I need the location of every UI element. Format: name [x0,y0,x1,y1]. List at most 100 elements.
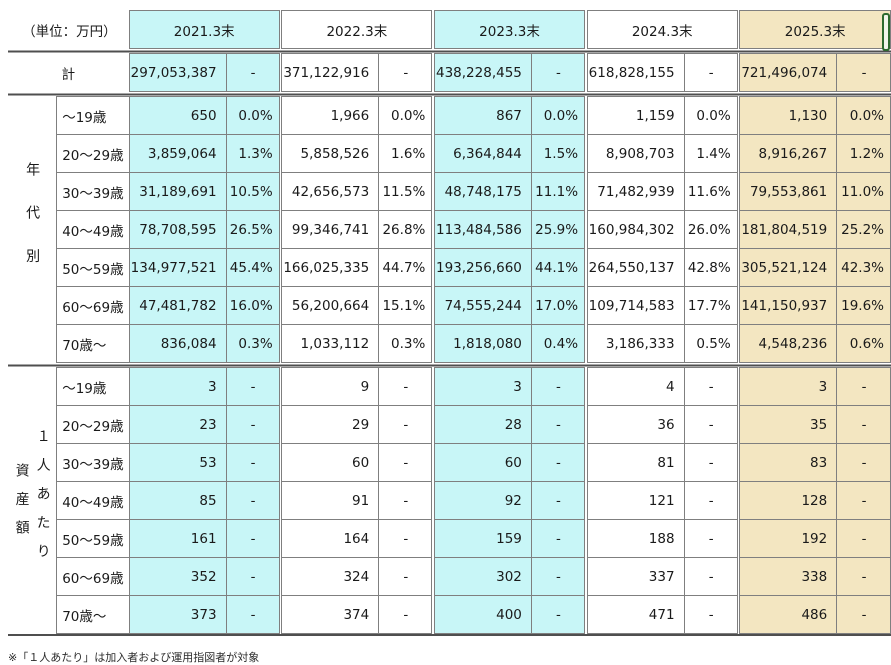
table-row: 70歳～ 373-374-400-471-486- [8,595,891,634]
table-row: １人あたり 資産額 ～19歳 3-9-3-4-3- [8,367,891,572]
percent-cell: 0.3% [378,324,433,363]
percent-cell: - [225,519,280,558]
percent-cell: 10.5% [225,172,280,211]
value-cell: 60 [434,443,532,482]
age-label: 20～29歳 [56,405,130,444]
age-label: ～19歳 [56,367,130,406]
page: （単位：万円） 2021.3末 2022.3末 2023.3末 2024.3末 … [0,10,891,664]
age-label: 50～59歳 [56,519,130,558]
percent-cell: - [836,367,891,406]
percent-cell: - [225,557,280,596]
value-cell: 373 [128,595,227,634]
value-cell: 161 [128,519,227,558]
percent-cell: 26.8% [378,210,433,249]
age-label: 70歳～ [56,595,130,634]
percent-cell: 1.4% [683,134,738,173]
percent-cell: - [836,53,891,92]
percent-cell: 19.6% [836,286,891,325]
value-cell: 305,521,124 [739,248,838,287]
percent-cell: - [530,481,586,520]
value-cell: 297,053,387 [128,53,227,92]
value-cell: 121 [586,481,685,520]
percent-cell: 44.1% [530,248,586,287]
value-cell: 141,150,937 [739,286,838,325]
value-cell: 8,908,703 [586,134,685,173]
table-row: 60～69歳 352-324-302-337-338- [8,557,891,596]
value-cell: 3 [128,367,227,406]
percent-cell: 11.0% [836,172,891,211]
scrollbar-thumb[interactable] [882,13,890,51]
percent-cell: 16.0% [225,286,280,325]
total-label: 計 [61,66,76,83]
percent-cell: - [378,405,433,444]
percent-cell: - [683,53,738,92]
percent-cell: 17.0% [530,286,586,325]
value-cell: 3,186,333 [586,324,685,363]
section-label-text: 年代別 [24,162,41,293]
percent-cell: - [378,443,433,482]
section-label-columns: １人あたり 資産額 [8,429,56,573]
percent-cell: - [836,595,891,634]
percent-cell: 26.5% [225,210,280,249]
percent-cell: - [683,557,738,596]
value-cell: 134,977,521 [128,248,227,287]
section-separator [8,362,891,368]
percent-cell: 1.3% [225,134,280,173]
value-cell: 71,482,939 [586,172,685,211]
value-cell: 337 [586,557,685,596]
section-label-text: 資産額 [13,463,30,550]
age-label: 60～69歳 [56,557,130,596]
age-label: 30～39歳 [56,443,130,482]
value-cell: 91 [281,481,380,520]
value-cell: 166,025,335 [281,248,380,287]
value-cell: 181,804,519 [739,210,838,249]
value-cell: 1,033,112 [281,324,380,363]
table-row: 40～49歳 78,708,595 26.5% 99,346,741 26.8% 113,… [8,210,891,249]
value-cell: 3 [739,367,838,406]
value-cell: 471 [586,595,685,634]
percent-cell: 0.5% [683,324,738,363]
percent-cell: 26.0% [683,210,738,249]
value-cell: 302 [434,557,532,596]
value-cell: 5,858,526 [281,134,380,173]
percent-cell: - [530,557,586,596]
age-label: 40～49歳 [56,210,130,249]
percent-cell: - [836,443,891,482]
percent-cell: - [836,481,891,520]
percent-cell: - [225,481,280,520]
percent-cell: - [530,443,586,482]
age-label: ～19歳 [56,96,130,135]
value-cell: 28 [434,405,532,444]
percent-cell: 15.1% [378,286,433,325]
value-cell: 128 [739,481,838,520]
value-cell: 36 [586,405,685,444]
value-cell: 836,084 [128,324,227,363]
value-cell: 1,966 [281,96,380,135]
table-row: 年代別 ～19歳 650 0.0% 1,966 0.0% 867 0.0% 1,159 0.0% 1… [8,96,891,293]
percent-cell: - [225,443,280,482]
percent-cell: - [530,405,586,444]
table-row: 50～59歳 134,977,521 45.4% 166,025,335 44.7% 19… [8,248,891,287]
asset-table: （単位：万円） 2021.3末 2022.3末 2023.3末 2024.3末 … [8,10,891,636]
value-cell: 47,481,782 [128,286,227,325]
percent-cell: - [683,595,738,634]
value-cell: 264,550,137 [586,248,685,287]
percent-cell: - [683,519,738,558]
value-cell: 48,748,175 [434,172,532,211]
value-cell: 164 [281,519,380,558]
percent-cell: 25.9% [530,210,586,249]
percent-cell: - [378,367,433,406]
column-header-2025: 2025.3末 [739,10,891,49]
value-cell: 438,228,455 [434,53,532,92]
age-label: 50～59歳 [56,248,130,287]
value-cell: 8,916,267 [739,134,838,173]
percent-cell: - [378,519,433,558]
percent-cell: - [683,367,738,406]
section-label-text: １人あたり [34,428,51,573]
value-cell: 160,984,302 [586,210,685,249]
total-row: 計 297,053,387 - 371,122,916 - 438,228,45… [8,53,891,92]
percent-cell: 1.2% [836,134,891,173]
value-cell: 371,122,916 [281,53,380,92]
table-row: 20～29歳 23-29-28-36-35- [8,405,891,444]
value-cell: 78,708,595 [128,210,227,249]
